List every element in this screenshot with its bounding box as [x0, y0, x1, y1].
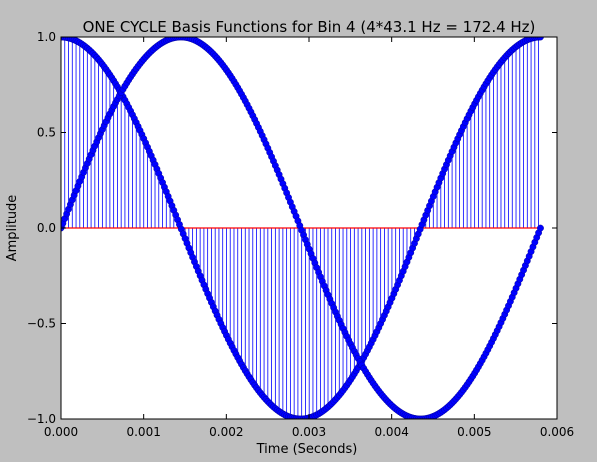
- x-tick-label: 0.005: [457, 425, 491, 439]
- plot-content: [61, 37, 544, 419]
- sine-markers: [61, 37, 544, 419]
- sine-point: [537, 224, 544, 232]
- y-axis-label: Amplitude: [5, 195, 20, 262]
- x-tick-label: 0.004: [374, 425, 408, 439]
- x-tick-label: 0.003: [292, 425, 326, 439]
- x-axis-label: Time (Seconds): [256, 442, 358, 457]
- cosine-markers: [61, 37, 544, 419]
- x-axis-ticks: 0.000 0.001 0.002 0.003 0.004 0.005 0.006: [44, 37, 574, 439]
- x-tick-label: 0.000: [44, 425, 78, 439]
- y-axis-ticks: 1.0 0.5 0.0 −0.5 −1.0: [27, 30, 557, 426]
- chart-title: ONE CYCLE Basis Functions for Bin 4 (4*4…: [83, 18, 536, 36]
- y-tick-label: 0.5: [37, 126, 56, 140]
- x-tick-label: 0.006: [540, 425, 574, 439]
- x-tick-label: 0.001: [126, 425, 160, 439]
- cosine-stems: [61, 37, 539, 419]
- y-tick-label: −1.0: [27, 412, 56, 426]
- y-tick-label: 0.0: [37, 221, 56, 235]
- y-tick-label: −0.5: [27, 317, 56, 331]
- y-tick-label: 1.0: [37, 30, 56, 44]
- x-tick-label: 0.002: [209, 425, 243, 439]
